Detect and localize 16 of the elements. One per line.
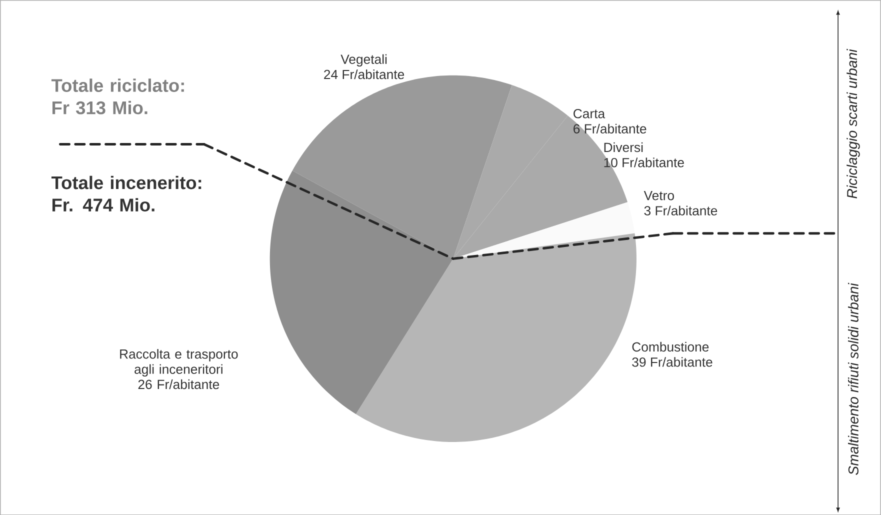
data-label: 3 Fr/abitante [644,206,718,216]
data-label: 10 Fr/abitante [604,157,684,168]
slice-label: Vetro [644,190,674,200]
slice-label: Raccolta e trasporto agli inceneritori [120,348,238,376]
slice-label: Combustione [632,342,709,352]
slice-label: Carta [574,108,606,118]
slice-label: Vegetali [340,54,387,66]
slice-label: Diversi [604,142,643,152]
data-label: 6 Fr/abitante [574,124,646,134]
data-label: 26 Fr/abitante [138,379,220,389]
text: Riciclaggio scarti urbani [846,48,860,198]
text: Totale riciclato: Fr 313 Mio. [51,78,184,114]
text: Totale incenerito: Fr. 474 Mio. [51,176,202,212]
data-label: 39 Fr/abitante [632,356,712,367]
data-label: 24 Fr/abitante [324,69,404,79]
text: Smaltimento rifiuti solidi urbani [848,282,858,475]
